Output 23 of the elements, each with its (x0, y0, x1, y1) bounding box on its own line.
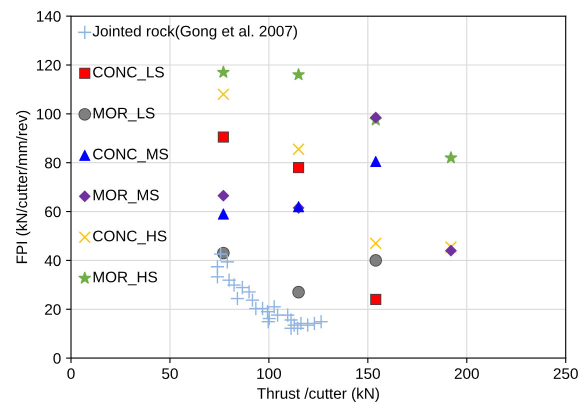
legend-label: Jointed rock(Gong et al. 2007) (92, 25, 297, 40)
y-tick-label: 20 (45, 304, 61, 315)
y-axis-title: FPI (kN/cutter/mm/rev) (16, 110, 30, 264)
x-tick-label: 0 (67, 368, 75, 380)
x-tick-label: 50 (162, 368, 178, 380)
y-tick-label: 0 (53, 352, 61, 364)
x-tick-label: 100 (257, 368, 282, 380)
y-tick-label: 40 (44, 255, 61, 266)
legend-label: CONC_LS (93, 66, 164, 80)
y-tick-label: 60 (45, 206, 61, 218)
legend-label: MOR_MS (94, 190, 159, 204)
legend-label: MOR_HS (94, 272, 158, 286)
x-tick-label: 200 (454, 368, 479, 380)
x-tick-label: 250 (554, 368, 578, 380)
y-tick-label: 80 (44, 158, 61, 168)
legend-label: MOR_LS (94, 108, 155, 122)
legend-label: CONC_MS (93, 148, 168, 162)
legend-label: CONC_HS (93, 230, 166, 244)
y-tick-label: 120 (36, 60, 61, 71)
x-tick-label: 150 (356, 368, 380, 380)
x-axis-title: Thrust /cutter (kN) (257, 388, 379, 402)
y-tick-label: 100 (36, 108, 61, 120)
y-tick-label: 140 (36, 11, 61, 22)
